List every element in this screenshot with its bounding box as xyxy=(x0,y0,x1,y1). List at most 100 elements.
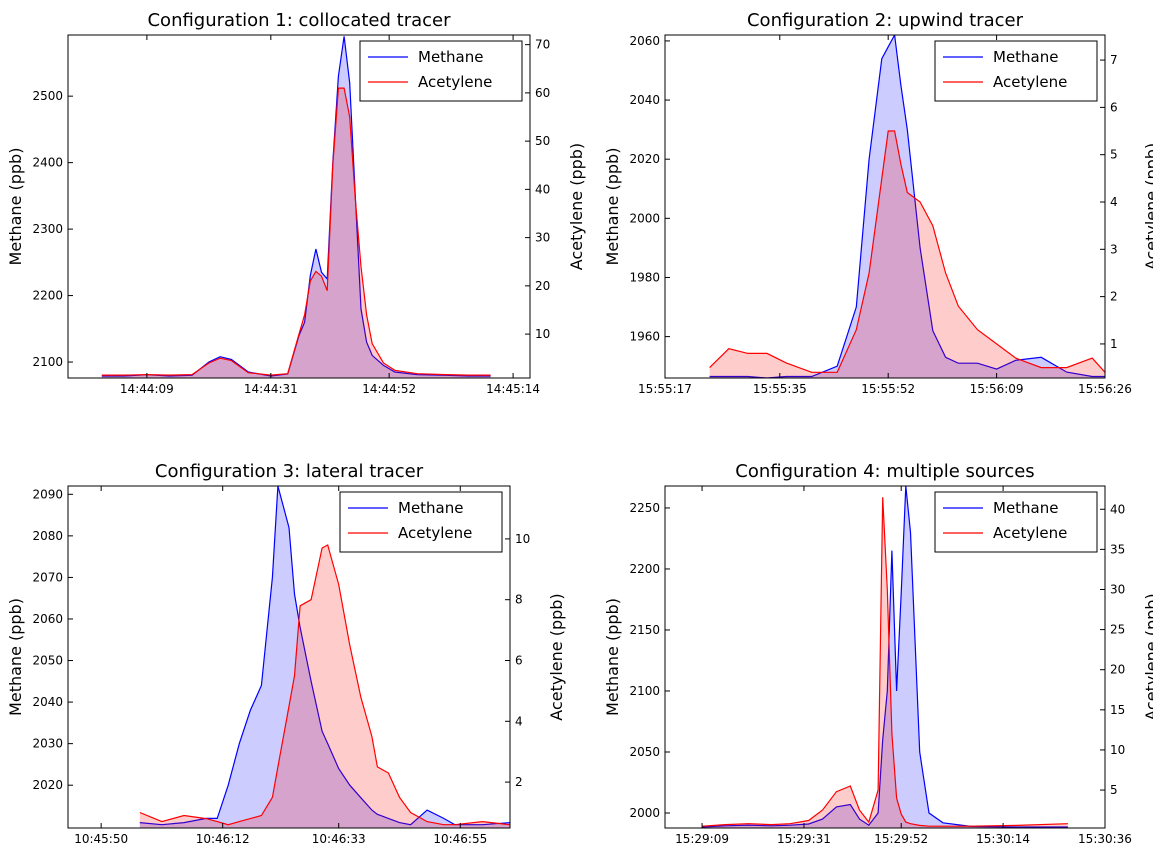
y-tick-label: 2100 xyxy=(629,684,660,698)
legend-box xyxy=(934,40,1098,102)
y2-axis-label: Acetylene (ppb) xyxy=(567,143,586,270)
y2-tick-label: 4 xyxy=(515,714,523,728)
y2-tick-label: 5 xyxy=(1110,783,1118,797)
y-tick-label: 2500 xyxy=(32,89,63,103)
plot-series xyxy=(709,35,1105,378)
y2-tick-label: 7 xyxy=(1110,53,1118,67)
y2-tick-label: 10 xyxy=(1110,743,1125,757)
y-axis-label: Methane (ppb) xyxy=(603,148,622,266)
y2-tick-label: 20 xyxy=(535,279,550,293)
series-area xyxy=(702,486,1068,828)
axes-frame xyxy=(67,485,511,829)
legend-label: Methane xyxy=(418,48,484,66)
x-tick-label: 14:44:31 xyxy=(244,382,298,396)
legend: Methane Acetylene xyxy=(934,40,1098,102)
y2-tick-label: 6 xyxy=(515,653,523,667)
legend: Methane Acetylene xyxy=(359,40,523,102)
y2-tick-label: 35 xyxy=(1110,542,1125,556)
y-tick-label: 2020 xyxy=(32,778,63,792)
y2-tick-label: 4 xyxy=(1110,195,1118,209)
chart-title: Configuration 4: multiple sources xyxy=(735,461,1034,482)
y-tick-label: 1980 xyxy=(629,270,660,284)
legend-box xyxy=(934,491,1098,553)
y-axis-label: Methane (ppb) xyxy=(6,598,25,716)
y-tick-label: 2070 xyxy=(32,570,63,584)
y2-tick-label: 20 xyxy=(1110,663,1125,677)
y-tick-label: 2050 xyxy=(629,745,660,759)
y2-tick-label: 2 xyxy=(1110,290,1118,304)
y2-tick-label: 2 xyxy=(515,775,523,789)
subplot: 2020 2030 2040 2050 2060 2070 2080 2090 2 4 6 8 10 10… xyxy=(6,461,566,846)
plot-series xyxy=(139,486,510,828)
y-tick-label: 2200 xyxy=(629,562,660,576)
y-tick-label: 2030 xyxy=(32,737,63,751)
y-tick-label: 2150 xyxy=(629,623,660,637)
y-tick-label: 2080 xyxy=(32,529,63,543)
subplot: 2100 2200 2300 2400 2500 10 20 30 40 50 60 70 14:44:… xyxy=(6,10,586,396)
y2-tick-label: 10 xyxy=(535,327,550,341)
x-tick-label: 15:29:52 xyxy=(874,832,928,846)
y-tick-label: 2400 xyxy=(32,156,63,170)
y-tick-label: 2200 xyxy=(32,289,63,303)
chart-title: Configuration 3: lateral tracer xyxy=(155,461,424,482)
series-area xyxy=(139,486,510,828)
plot-series xyxy=(101,36,491,378)
series-line xyxy=(139,544,510,826)
axes-frame xyxy=(664,485,1106,829)
x-tick-label: 15:55:52 xyxy=(861,382,915,396)
y-tick-label: 2000 xyxy=(629,211,660,225)
y-tick-label: 2250 xyxy=(629,501,660,515)
series-area xyxy=(709,131,1105,378)
axes-frame xyxy=(67,34,531,379)
y-tick-label: 2300 xyxy=(32,222,63,236)
y-tick-label: 2100 xyxy=(32,355,63,369)
series-area xyxy=(709,35,1105,378)
legend-label: Methane xyxy=(993,48,1059,66)
plot-series xyxy=(702,486,1068,828)
subplot: 1960 1980 2000 2020 2040 2060 1 2 3 4 5 6 7 15:55:17 1… xyxy=(603,10,1153,396)
y2-tick-label: 30 xyxy=(1110,582,1125,596)
x-tick-label: 15:55:35 xyxy=(753,382,807,396)
series-area xyxy=(139,545,510,828)
y-axis-label: Methane (ppb) xyxy=(6,148,25,266)
x-tick-label: 15:55:17 xyxy=(638,382,692,396)
x-tick-label: 10:45:50 xyxy=(74,832,128,846)
y-tick-label: 2060 xyxy=(32,612,63,626)
legend-box xyxy=(339,491,503,553)
y2-tick-label: 30 xyxy=(535,231,550,245)
y2-tick-label: 40 xyxy=(535,182,550,196)
x-tick-label: 15:29:31 xyxy=(777,832,831,846)
x-tick-label: 14:44:09 xyxy=(120,382,174,396)
y2-tick-label: 50 xyxy=(535,134,550,148)
legend-label: Methane xyxy=(398,499,464,517)
y-axis-label: Methane (ppb) xyxy=(603,598,622,716)
y-tick-label: 2020 xyxy=(629,152,660,166)
y2-tick-label: 10 xyxy=(515,532,530,546)
subplot: 2000 2050 2100 2150 2200 2250 5 10 15 20 25 30 35 40 1… xyxy=(603,461,1153,846)
y-tick-label: 2000 xyxy=(629,806,660,820)
x-tick-label: 15:56:09 xyxy=(970,382,1024,396)
legend-label: Methane xyxy=(993,499,1059,517)
legend: Methane Acetylene xyxy=(934,491,1098,553)
legend-label: Acetylene xyxy=(993,524,1067,542)
y-tick-label: 2060 xyxy=(629,34,660,48)
x-tick-label: 10:46:12 xyxy=(196,832,250,846)
series-line xyxy=(101,87,491,376)
x-tick-label: 14:44:52 xyxy=(362,382,416,396)
x-tick-label: 15:29:09 xyxy=(675,832,729,846)
legend-label: Acetylene xyxy=(993,73,1067,91)
y-tick-label: 2040 xyxy=(629,93,660,107)
x-tick-label: 10:46:33 xyxy=(312,832,366,846)
chart-title: Configuration 2: upwind tracer xyxy=(747,10,1024,31)
x-tick-label: 15:30:36 xyxy=(1078,832,1132,846)
x-tick-label: 15:56:26 xyxy=(1078,382,1132,396)
legend-box xyxy=(359,40,523,102)
x-tick-label: 15:30:14 xyxy=(976,832,1030,846)
y2-tick-label: 60 xyxy=(535,86,550,100)
y2-axis-label: Acetylene (ppb) xyxy=(547,593,566,720)
series-line xyxy=(702,497,1068,827)
series-line xyxy=(101,36,491,377)
y-tick-label: 2090 xyxy=(32,487,63,501)
